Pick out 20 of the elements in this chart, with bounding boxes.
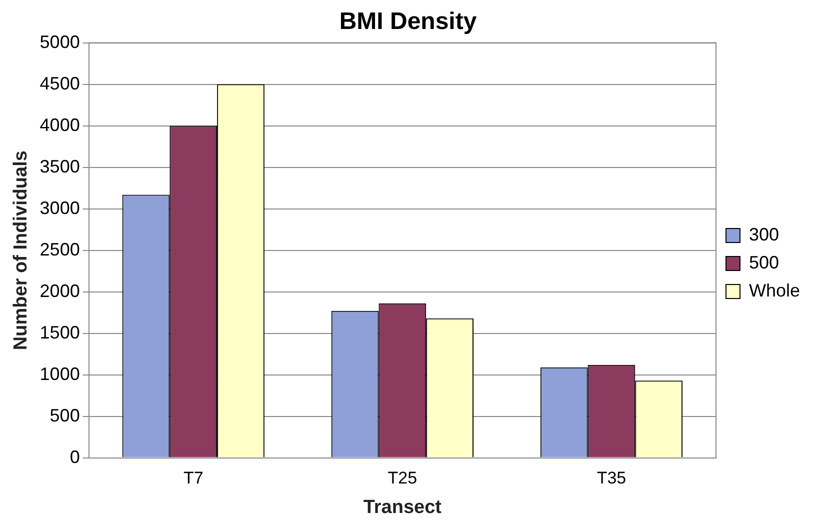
legend-label: 300	[748, 224, 780, 244]
y-tick-label: 0	[70, 446, 80, 467]
chart-title: BMI Density	[339, 8, 478, 36]
y-tick-label: 4000	[40, 114, 80, 135]
y-tick-label: 3000	[40, 198, 80, 218]
y-axis-title: Number of Individuals	[10, 150, 32, 350]
x-tick-label: T7	[183, 468, 204, 488]
y-tick-label: 1000	[40, 364, 80, 384]
y-tick-label: 1500	[40, 322, 80, 342]
legend-label: Whole	[748, 280, 800, 300]
y-tick-label: 500	[50, 405, 80, 426]
y-tick-label: 5000	[40, 32, 80, 52]
x-axis-title: Transect	[363, 496, 442, 518]
x-tick-label: T35	[596, 468, 626, 488]
legend-label: 500	[748, 252, 780, 272]
y-tick-label: 2000	[40, 280, 80, 301]
y-tick-label: 2500	[40, 239, 80, 260]
y-tick-label: 4500	[40, 73, 80, 94]
y-tick-label: 3500	[40, 156, 80, 176]
x-tick-label: T25	[388, 468, 418, 488]
